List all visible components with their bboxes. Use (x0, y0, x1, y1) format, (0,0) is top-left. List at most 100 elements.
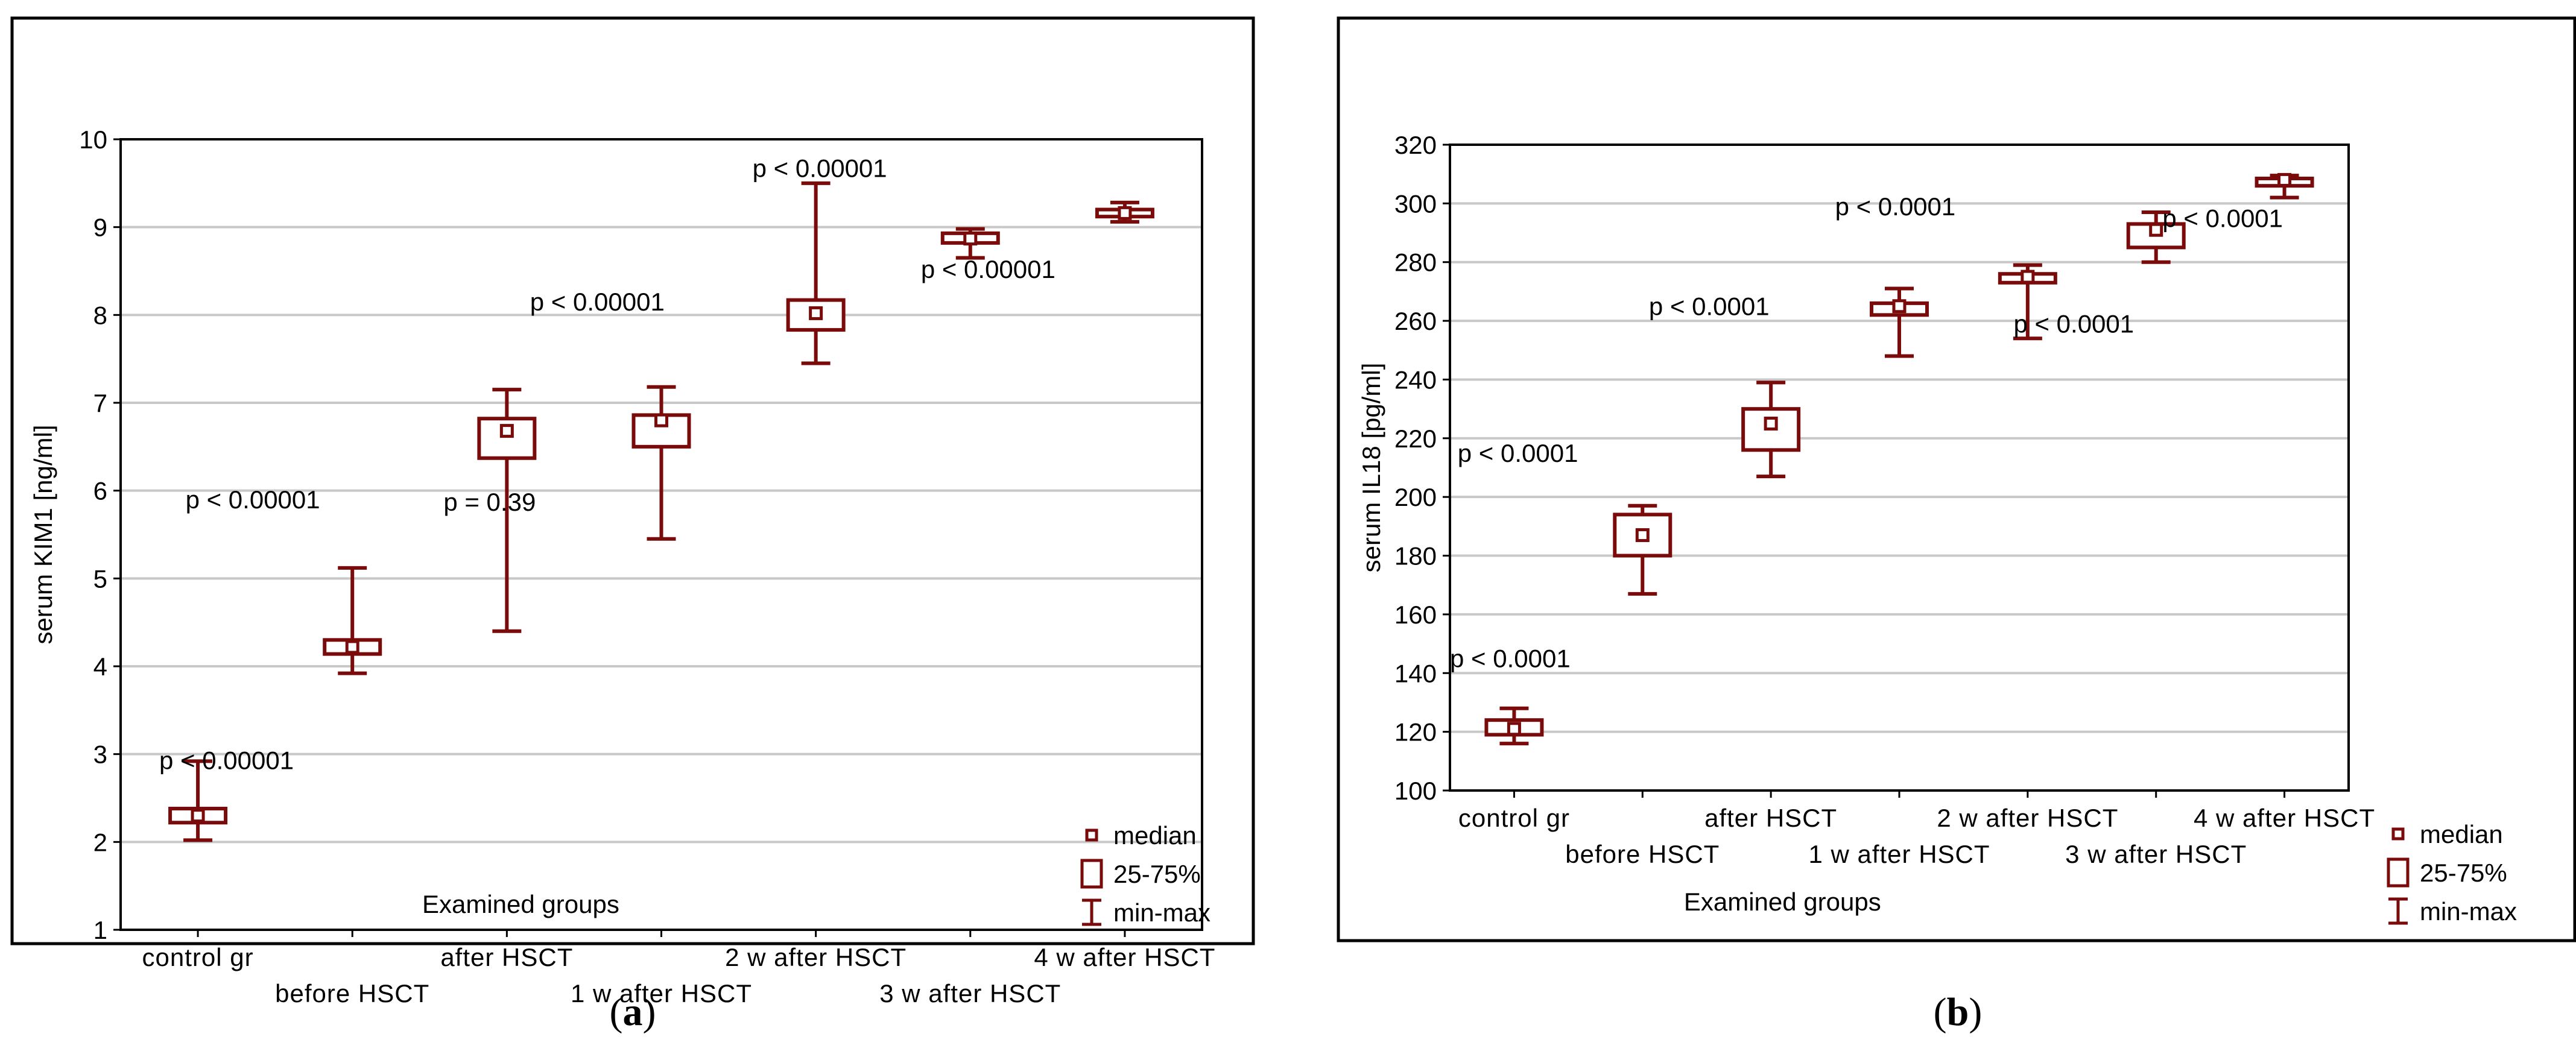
median-marker (1892, 299, 1907, 314)
y-tick-label: 4 (93, 652, 107, 681)
caption-letter: b (1947, 990, 1969, 1034)
legend-median-marker (2391, 827, 2405, 841)
y-tick-label: 180 (1394, 542, 1437, 570)
panel-caption: (b) (1934, 990, 1983, 1034)
legend-median-marker (1085, 828, 1098, 842)
median-marker (191, 809, 205, 823)
x-category-label: control gr (1458, 804, 1570, 832)
box-6 (2126, 210, 2186, 264)
p-value-annotation: p < 0.0001 (1450, 645, 1571, 673)
p-value-annotation: p = 0.39 (443, 488, 536, 516)
p-value-annotation: p < 0.00001 (753, 154, 887, 183)
y-tick-label: 300 (1394, 189, 1437, 218)
median-marker (1118, 206, 1132, 220)
median-marker (499, 424, 514, 438)
legend-box-marker (2387, 857, 2410, 888)
median-marker (963, 232, 978, 246)
box-6 (940, 227, 1000, 260)
y-tick-label: 220 (1394, 424, 1437, 453)
box-4 (1870, 286, 1929, 358)
y-tick-label: 160 (1394, 601, 1437, 629)
x-axis-title: Examined groups (1684, 888, 1881, 916)
x-category-label: 3 w after HSCT (2065, 840, 2247, 868)
x-category-label: control gr (142, 943, 254, 971)
median-marker (345, 640, 359, 654)
x-category-label: 4 w after HSCT (2194, 804, 2375, 832)
p-value-annotation: p < 0.0001 (2013, 310, 2134, 338)
legend-whisker-label: min-max (2420, 897, 2517, 926)
box-4 (631, 385, 691, 541)
y-tick-label: 140 (1394, 659, 1437, 687)
caption-letter: a (623, 990, 643, 1034)
median-marker (1507, 722, 1521, 736)
box-iqr (1741, 407, 1801, 452)
x-axis-title: Examined groups (422, 890, 619, 918)
box-3 (1741, 380, 1801, 479)
median-marker (2021, 270, 2035, 284)
median-marker (2277, 172, 2292, 187)
legend-median-label: median (2420, 820, 2503, 848)
y-tick-label: 6 (93, 477, 107, 505)
y-tick-label: 200 (1394, 483, 1437, 511)
chart-panel-a: 1 2 3 4 5 6 7 8 9 10 control gr before HSCT after HS… (10, 16, 1255, 1008)
y-tick-label: 120 (1394, 718, 1437, 746)
y-tick-label: 260 (1394, 307, 1437, 335)
legend-whisker-label: min-max (1113, 898, 1210, 927)
legend: median 25-75% min-max (1080, 821, 1210, 927)
p-value-annotation: p < 0.00001 (159, 746, 294, 774)
y-tick-label: 7 (93, 389, 107, 417)
box-1 (1484, 706, 1544, 746)
box-7 (2255, 172, 2314, 200)
plot-frame (119, 138, 1203, 931)
x-category-label: 2 w after HSCT (1937, 804, 2118, 832)
x-category-label: after HSCT (440, 943, 573, 971)
box-7 (1095, 200, 1154, 224)
legend: median 25-75% min-max (2387, 820, 2517, 926)
y-tick-label: 5 (93, 564, 107, 593)
caption-close: ) (643, 990, 656, 1034)
y-tick-label: 3 (93, 740, 107, 769)
chart-panel-b: 100 120 140 160 180 200 220 240 260 280 300 320 cont… (1337, 16, 2576, 942)
box-1 (168, 759, 228, 842)
legend-box-marker (1080, 859, 1103, 889)
x-category-label: 1 w after HSCT (1808, 840, 1990, 868)
x-category-label: 1 w after HSCT (571, 979, 752, 1008)
plot-frame (1449, 144, 2350, 792)
y-tick-label: 9 (93, 213, 107, 242)
x-category-label: before HSCT (1565, 840, 1720, 868)
x-category-label: before HSCT (275, 979, 429, 1008)
y-tick-label: 8 (93, 301, 107, 329)
x-category-label: 4 w after HSCT (1034, 943, 1215, 971)
panel-caption: (a) (610, 990, 656, 1034)
y-tick-label: 240 (1394, 365, 1437, 394)
caption-open: ( (610, 990, 623, 1034)
x-category-label: 2 w after HSCT (725, 943, 907, 971)
p-value-annotation: p < 0.00001 (921, 255, 1055, 283)
median-marker (2149, 222, 2163, 237)
y-tick-label: 100 (1394, 777, 1437, 805)
x-category-label: 3 w after HSCT (879, 979, 1061, 1008)
p-value-annotation: p < 0.0001 (2162, 204, 2283, 232)
x-category-label: after HSCT (1704, 804, 1837, 832)
median-marker (809, 306, 823, 320)
p-value-annotation: p < 0.0001 (1649, 292, 1770, 320)
y-tick-label: 1 (93, 916, 107, 944)
y-tick-label: 320 (1394, 131, 1437, 159)
caption-close: ) (1969, 990, 1982, 1034)
p-value-annotation: p < 0.0001 (1835, 192, 1956, 221)
median-marker (654, 413, 668, 428)
y-tick-label: 10 (79, 125, 107, 154)
legend-box-label: 25-75% (1113, 860, 1201, 888)
y-tick-label: 2 (93, 828, 107, 856)
panel-frame (10, 16, 1255, 945)
box-2 (1613, 503, 1673, 596)
box-5 (1998, 263, 2057, 341)
panel-frame (1337, 16, 2576, 942)
median-marker (1764, 416, 1778, 431)
median-marker (1635, 528, 1650, 542)
p-value-annotation: p < 0.00001 (186, 485, 320, 514)
box-2 (323, 566, 382, 675)
caption-open: ( (1934, 990, 1947, 1034)
p-value-annotation: p < 0.0001 (1458, 439, 1578, 467)
